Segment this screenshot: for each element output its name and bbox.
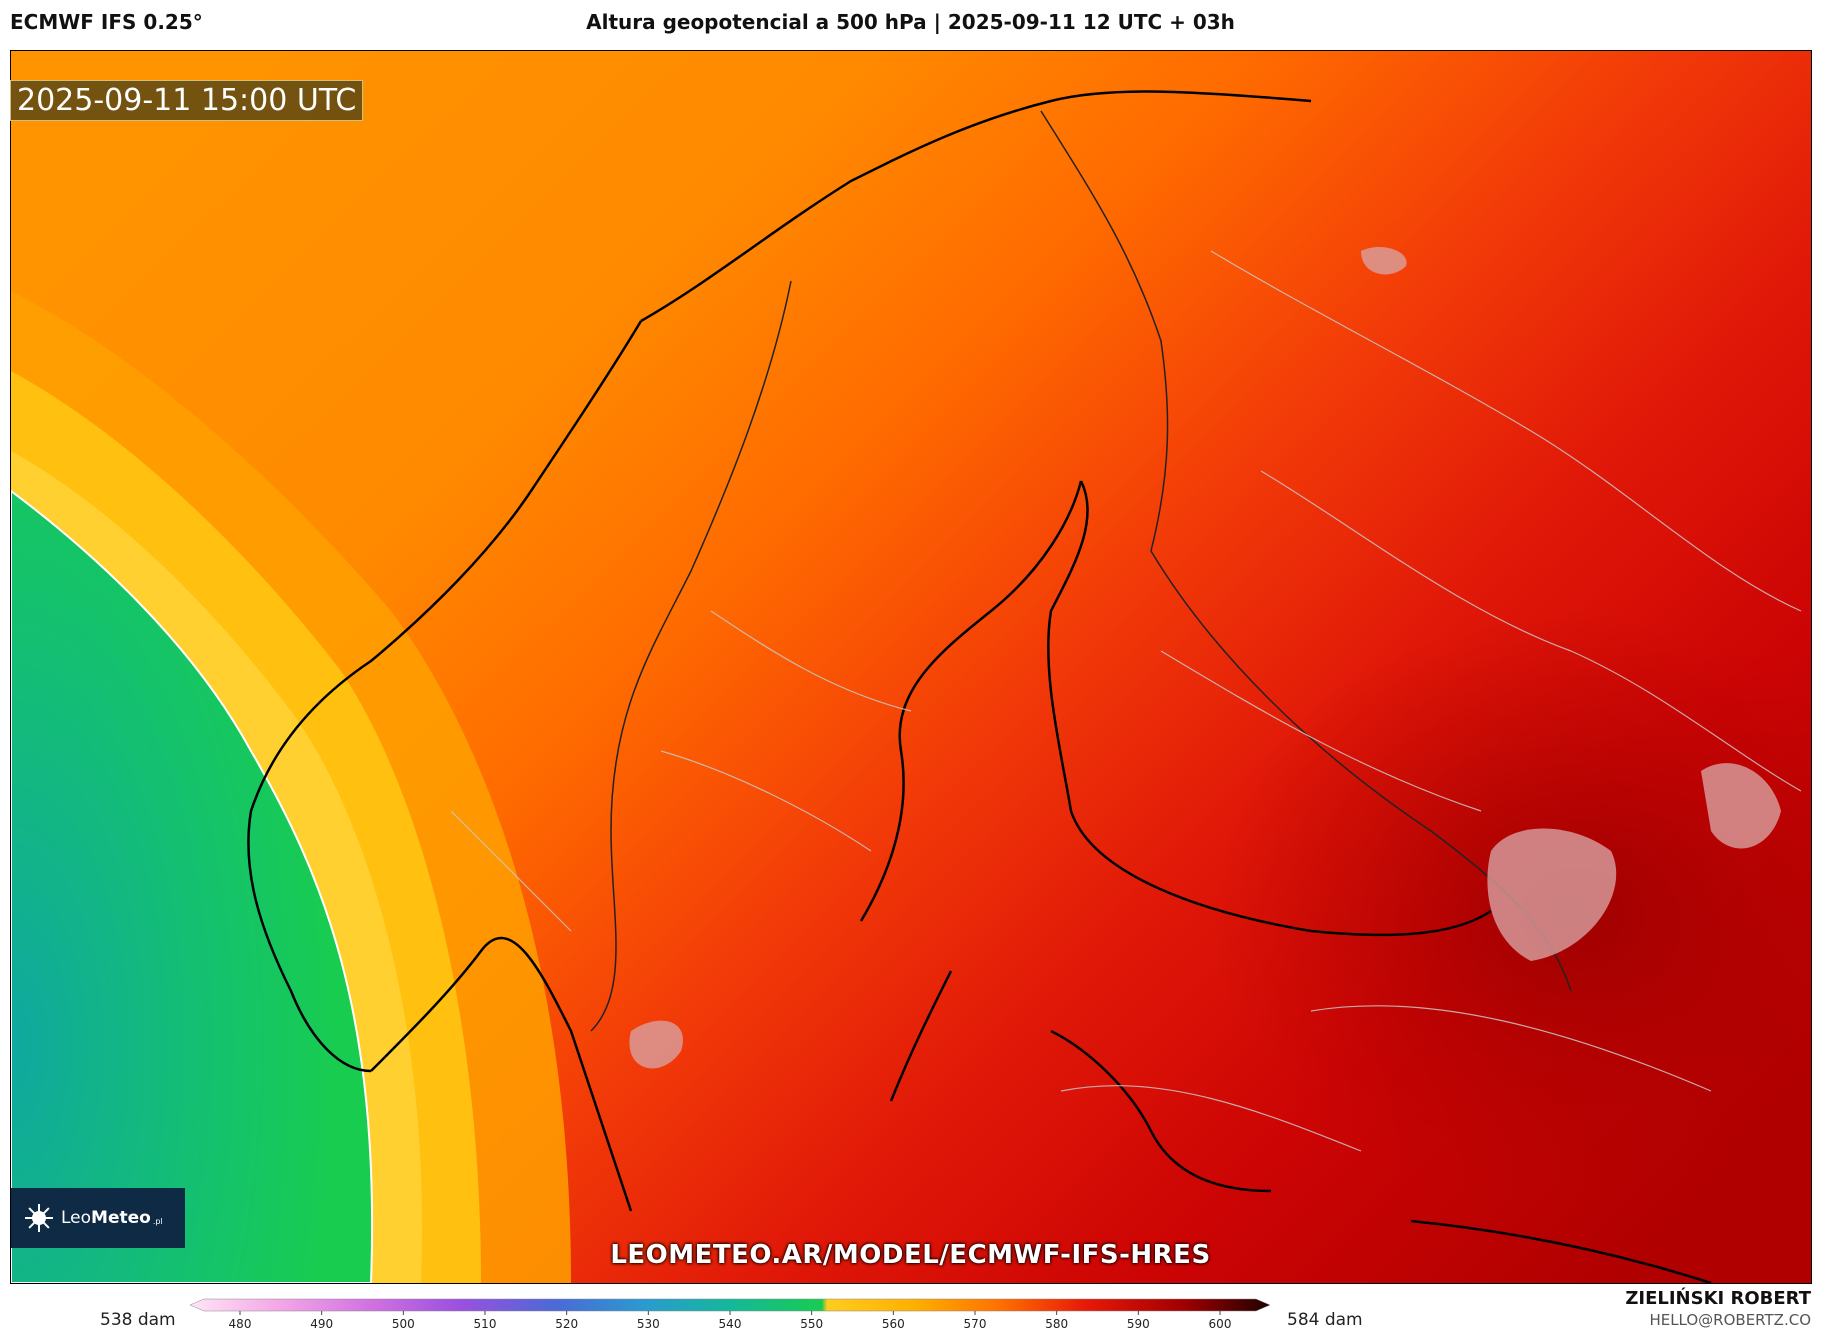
watermark-url: LEOMETEO.AR/MODEL/ECMWF-IFS-HRES <box>610 1240 1211 1270</box>
colorbar-tick-label: 550 <box>800 1317 823 1331</box>
colorbar-tick-label: 600 <box>1209 1317 1232 1331</box>
colorbar-tick-label: 500 <box>392 1317 415 1331</box>
colorbar-tick-label: 560 <box>882 1317 905 1331</box>
colorbar-tick-label: 530 <box>637 1317 660 1331</box>
colorbar-tick-label: 540 <box>719 1317 742 1331</box>
coastlines <box>247 90 1712 1283</box>
leometeo-logo: LeoMeteo .pl <box>11 1188 185 1248</box>
colorbar-tick-label: 480 <box>229 1317 252 1331</box>
colorbar-tick-label: 520 <box>555 1317 578 1331</box>
author-name: ZIELIŃSKI ROBERT <box>1625 1288 1811 1309</box>
colorbar-tick-label: 510 <box>474 1317 497 1331</box>
colorbar-tick-label: 570 <box>964 1317 987 1331</box>
colorbar-tick-label: 490 <box>310 1317 333 1331</box>
logo-suffix: .pl <box>152 1216 163 1226</box>
author-credit: ZIELIŃSKI ROBERT HELLO@ROBERTZ.CO <box>1625 1288 1811 1329</box>
sun-icon <box>25 1204 53 1232</box>
model-name: ECMWF IFS 0.25° <box>10 10 203 34</box>
map-title: Altura geopotencial a 500 hPa | 2025-09-… <box>586 10 1235 34</box>
geopotential-map <box>10 50 1812 1284</box>
colorbar: 480 490 500 510 520 530 540 550 560 570 580 590 600 <box>190 1298 1270 1331</box>
colorbar-tick-label: 580 <box>1045 1317 1068 1331</box>
valid-time-stamp: 2025-09-11 15:00 UTC <box>10 80 364 121</box>
colorbar-max-label: 584 dam <box>1287 1310 1363 1330</box>
low-550 <box>11 489 374 1283</box>
author-email: HELLO@ROBERTZ.CO <box>1649 1311 1811 1329</box>
logo-wordmark: LeoMeteo <box>61 1208 151 1228</box>
lakes <box>629 246 1781 1069</box>
colorbar-tick-label: 590 <box>1127 1317 1150 1331</box>
admin-borders <box>450 250 1802 1152</box>
colorbar-min-label: 538 dam <box>100 1310 176 1330</box>
